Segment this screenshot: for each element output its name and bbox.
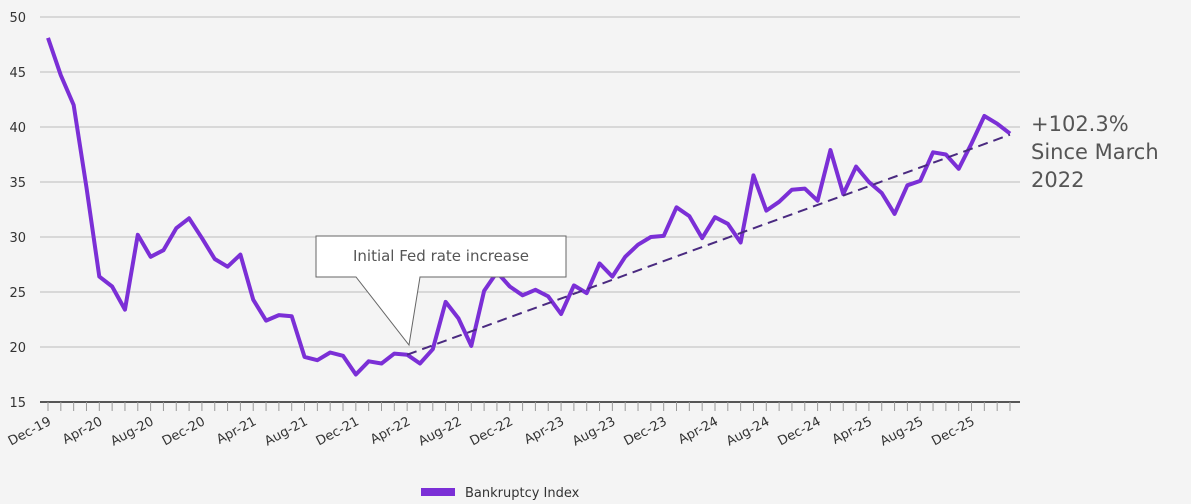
y-tick-label: 15 <box>9 396 26 411</box>
change-note: +102.3% Since March 2022 <box>1031 110 1189 194</box>
annotation-text: Initial Fed rate increase <box>353 247 529 265</box>
annotation-box <box>315 235 567 347</box>
y-tick-label: 40 <box>9 121 26 136</box>
x-tick-label: Apr-21 <box>214 414 259 447</box>
x-tick-label: Apr-20 <box>60 414 105 447</box>
trend-line <box>406 133 1011 356</box>
x-tick-label: Apr-24 <box>676 414 721 447</box>
x-tick-label: Dec-19 <box>6 414 54 449</box>
x-tick-label: Dec-21 <box>314 414 362 449</box>
change-label: +102.3% <box>1031 112 1129 136</box>
x-tick-label: Apr-25 <box>830 414 875 447</box>
x-tick-label: Aug-24 <box>724 414 772 449</box>
x-tick-label: Dec-23 <box>622 414 670 449</box>
x-tick-label: Aug-20 <box>108 414 156 449</box>
x-tick-label: Aug-22 <box>416 414 464 449</box>
x-tick-label: Dec-22 <box>468 414 516 449</box>
x-tick-label: Dec-20 <box>160 414 208 449</box>
legend-label: Bankruptcy Index <box>465 486 580 501</box>
y-tick-label: 50 <box>9 11 26 26</box>
legend-swatch <box>421 488 455 496</box>
y-tick-label: 25 <box>9 286 26 301</box>
x-tick-label: Apr-23 <box>522 414 567 447</box>
x-tick-label: Aug-23 <box>570 414 618 449</box>
x-tick-label: Dec-24 <box>775 414 823 449</box>
gridlines <box>40 16 1020 403</box>
y-tick-label: 35 <box>9 176 26 191</box>
x-tick-label: Aug-21 <box>262 414 310 449</box>
line <box>46 37 1012 377</box>
y-tick-label: 30 <box>9 231 26 246</box>
y-tick-label: 20 <box>9 341 26 356</box>
x-tick-label: Apr-22 <box>368 414 413 447</box>
x-tick-label: Dec-25 <box>929 414 977 449</box>
x-tick-label: Aug-25 <box>878 414 926 449</box>
change-text: Since March 2022 <box>1031 140 1159 192</box>
y-tick-label: 45 <box>9 66 26 81</box>
